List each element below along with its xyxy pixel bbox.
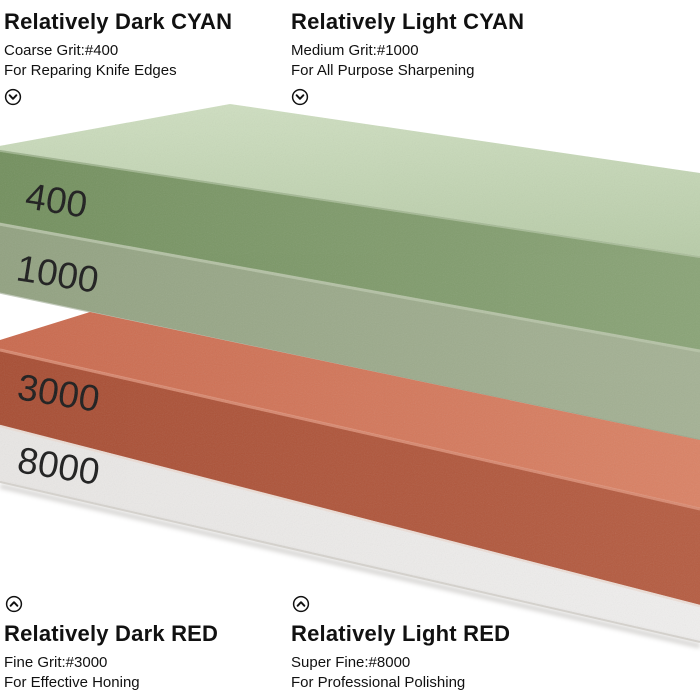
bottom-whetstone-ground-shadow	[0, 483, 700, 649]
annotation-grit: Fine Grit:#3000	[4, 654, 108, 671]
chevron-down-circle-icon	[291, 88, 309, 106]
annotation-top-right: Relatively Light CYAN Medium Grit:#1000 …	[291, 9, 524, 106]
chevron-up-circle-icon	[292, 595, 310, 613]
annotation-use: For All Purpose Sharpening	[291, 62, 475, 79]
annotation-use: For Effective Honing	[4, 674, 140, 691]
annotation-use: For Professional Polishing	[291, 674, 466, 691]
annotation-grit: Medium Grit:#1000	[291, 42, 419, 59]
annotation-use: For Reparing Knife Edges	[4, 62, 177, 79]
annotation-title: Relatively Light RED	[291, 621, 511, 646]
annotation-top-left: Relatively Dark CYAN Coarse Grit:#400 Fo…	[4, 9, 232, 106]
annotation-grit: Coarse Grit:#400	[4, 42, 119, 59]
annotation-title: Relatively Dark CYAN	[4, 9, 233, 34]
stone-grain-texture	[0, 104, 700, 642]
chevron-up-circle-icon	[5, 595, 23, 613]
annotation-bottom-right: Relatively Light RED Super Fine:#8000 Fo…	[291, 595, 510, 693]
chevron-down-circle-icon	[4, 88, 22, 106]
annotation-title: Relatively Light CYAN	[291, 9, 525, 34]
top-whetstone-bottom-seam	[0, 292, 700, 441]
annotation-grit: Super Fine:#8000	[291, 654, 411, 671]
annotation-title: Relatively Dark RED	[4, 621, 219, 646]
annotation-bottom-left: Relatively Dark RED Fine Grit:#3000 For …	[4, 595, 218, 693]
